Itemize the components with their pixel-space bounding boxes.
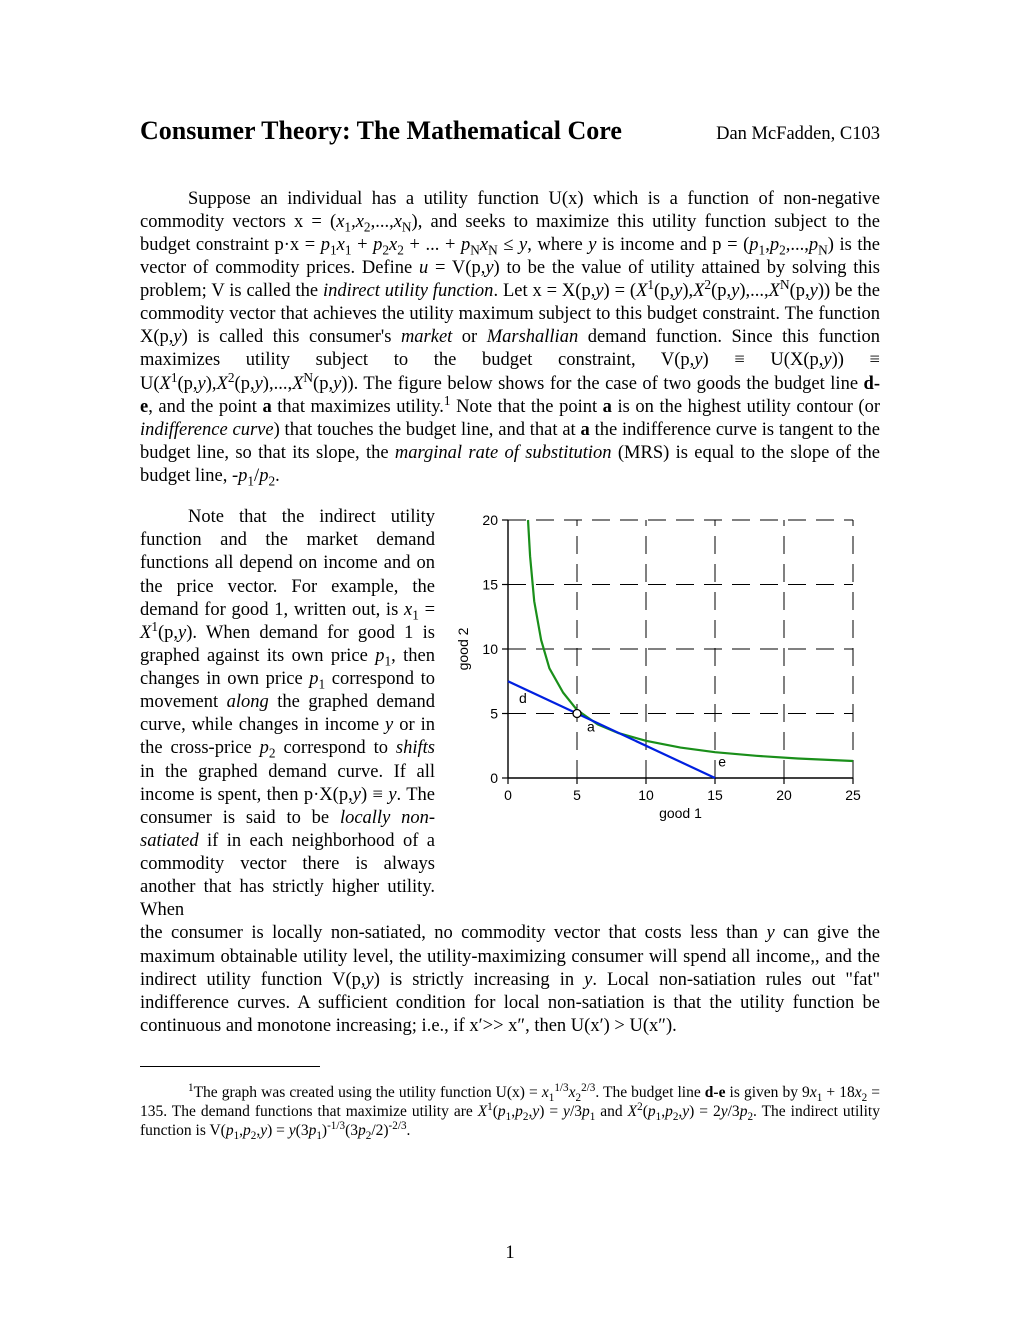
svg-text:0: 0 bbox=[490, 770, 498, 786]
svg-text:10: 10 bbox=[638, 787, 654, 803]
svg-text:a: a bbox=[587, 719, 595, 735]
svg-text:10: 10 bbox=[482, 641, 498, 657]
svg-text:5: 5 bbox=[573, 787, 581, 803]
svg-text:5: 5 bbox=[490, 706, 498, 722]
paragraph-2-continued: the consumer is locally non-satiated, no… bbox=[140, 922, 880, 1038]
page-number: 1 bbox=[0, 1242, 1020, 1265]
title-row: Consumer Theory: The Mathematical Core D… bbox=[140, 115, 880, 148]
svg-text:20: 20 bbox=[482, 512, 498, 528]
svg-text:d: d bbox=[519, 690, 527, 706]
chart-container: 0 5 10 15 20 25 0 5 10 15 20 good 1 good 2 a d e bbox=[453, 506, 880, 922]
budget-indifference-chart: 0 5 10 15 20 25 0 5 10 15 20 good 1 good 2 a d e bbox=[453, 506, 863, 826]
paragraph-1: Suppose an individual has a utility func… bbox=[140, 188, 880, 489]
page: Consumer Theory: The Mathematical Core D… bbox=[0, 0, 1020, 1320]
footnote-1: 1The graph was created using the utility… bbox=[140, 1083, 880, 1141]
svg-text:15: 15 bbox=[482, 577, 498, 593]
svg-text:15: 15 bbox=[707, 787, 723, 803]
two-column-block: Note that the indirect utility function … bbox=[140, 506, 880, 922]
svg-text:e: e bbox=[718, 753, 726, 769]
svg-text:good 2: good 2 bbox=[455, 628, 471, 671]
svg-text:20: 20 bbox=[776, 787, 792, 803]
svg-text:good 1: good 1 bbox=[659, 805, 702, 821]
svg-text:25: 25 bbox=[845, 787, 861, 803]
paragraph-2-left: Note that the indirect utility function … bbox=[140, 506, 435, 922]
author-label: Dan McFadden, C103 bbox=[716, 123, 880, 146]
page-title: Consumer Theory: The Mathematical Core bbox=[140, 115, 622, 148]
footnote-rule bbox=[140, 1066, 320, 1067]
svg-text:0: 0 bbox=[504, 787, 512, 803]
